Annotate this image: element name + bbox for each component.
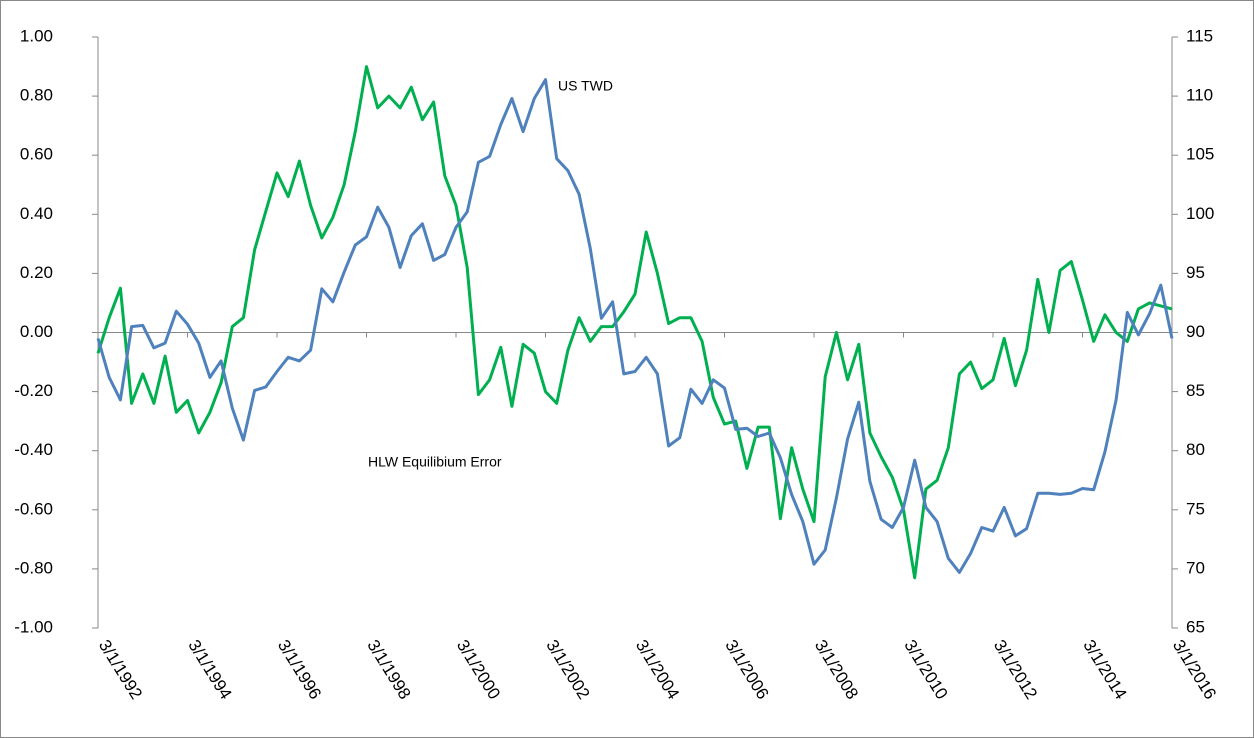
series-label: US TWD (558, 78, 613, 94)
y-tick-label: -1.00 (14, 617, 53, 636)
y2-tick-label: 80 (1186, 440, 1205, 459)
y2-tick-label: 75 (1186, 499, 1205, 518)
y-tick-label: 1.00 (20, 26, 53, 45)
series-line (96, 78, 1174, 574)
y2-tick-label: 95 (1186, 263, 1205, 282)
y-tick-label: -0.40 (14, 440, 53, 459)
y2-tick-label: 85 (1186, 381, 1205, 400)
y-tick-label: -0.60 (14, 499, 53, 518)
y2-tick-label: 90 (1186, 322, 1205, 341)
y-tick-label: 0.60 (20, 145, 53, 164)
series-label: HLW Equilibium Error (368, 454, 502, 470)
y-tick-label: 0.40 (20, 204, 53, 223)
y-tick-label: 0.80 (20, 86, 53, 105)
y2-tick-label: 105 (1186, 145, 1214, 164)
series-line (96, 65, 1173, 580)
y2-tick-label: 115 (1186, 26, 1213, 45)
y-tick-label: -0.20 (14, 381, 53, 400)
y2-tick-label: 110 (1186, 86, 1213, 105)
y-tick-label: -0.80 (14, 558, 53, 577)
y2-tick-label: 100 (1186, 204, 1214, 223)
y-tick-label: 0.20 (20, 263, 53, 282)
y2-tick-label: 70 (1186, 558, 1205, 577)
y-tick-label: 0.00 (20, 322, 53, 341)
y2-tick-label: 65 (1186, 617, 1205, 636)
